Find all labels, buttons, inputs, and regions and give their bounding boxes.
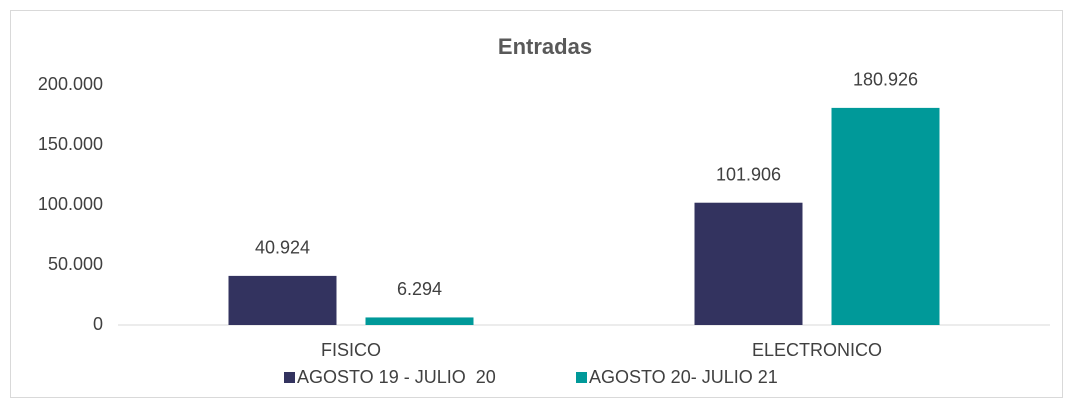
- legend-swatch: [576, 372, 587, 383]
- legend-label: AGOSTO 20- JULIO 21: [589, 367, 778, 387]
- chart-title: Entradas: [498, 34, 592, 59]
- y-tick-label: 150.000: [38, 134, 103, 154]
- y-tick-label: 50.000: [48, 254, 103, 274]
- legend-swatch: [284, 372, 295, 383]
- legend-label: AGOSTO 19 - JULIO 20: [297, 367, 496, 387]
- data-label: 40.924: [255, 238, 310, 258]
- y-tick-label: 0: [93, 314, 103, 334]
- y-tick-label: 200.000: [38, 74, 103, 94]
- data-label: 101.906: [716, 164, 781, 184]
- data-label: 6.294: [397, 279, 442, 299]
- x-tick-label: FISICO: [321, 340, 381, 360]
- bar: [365, 317, 474, 325]
- bar: [831, 107, 940, 326]
- x-tick-label: ELECTRONICO: [752, 340, 882, 360]
- bar: [694, 202, 803, 325]
- bar: [228, 275, 337, 325]
- y-tick-label: 100.000: [38, 194, 103, 214]
- data-label: 180.926: [853, 70, 918, 90]
